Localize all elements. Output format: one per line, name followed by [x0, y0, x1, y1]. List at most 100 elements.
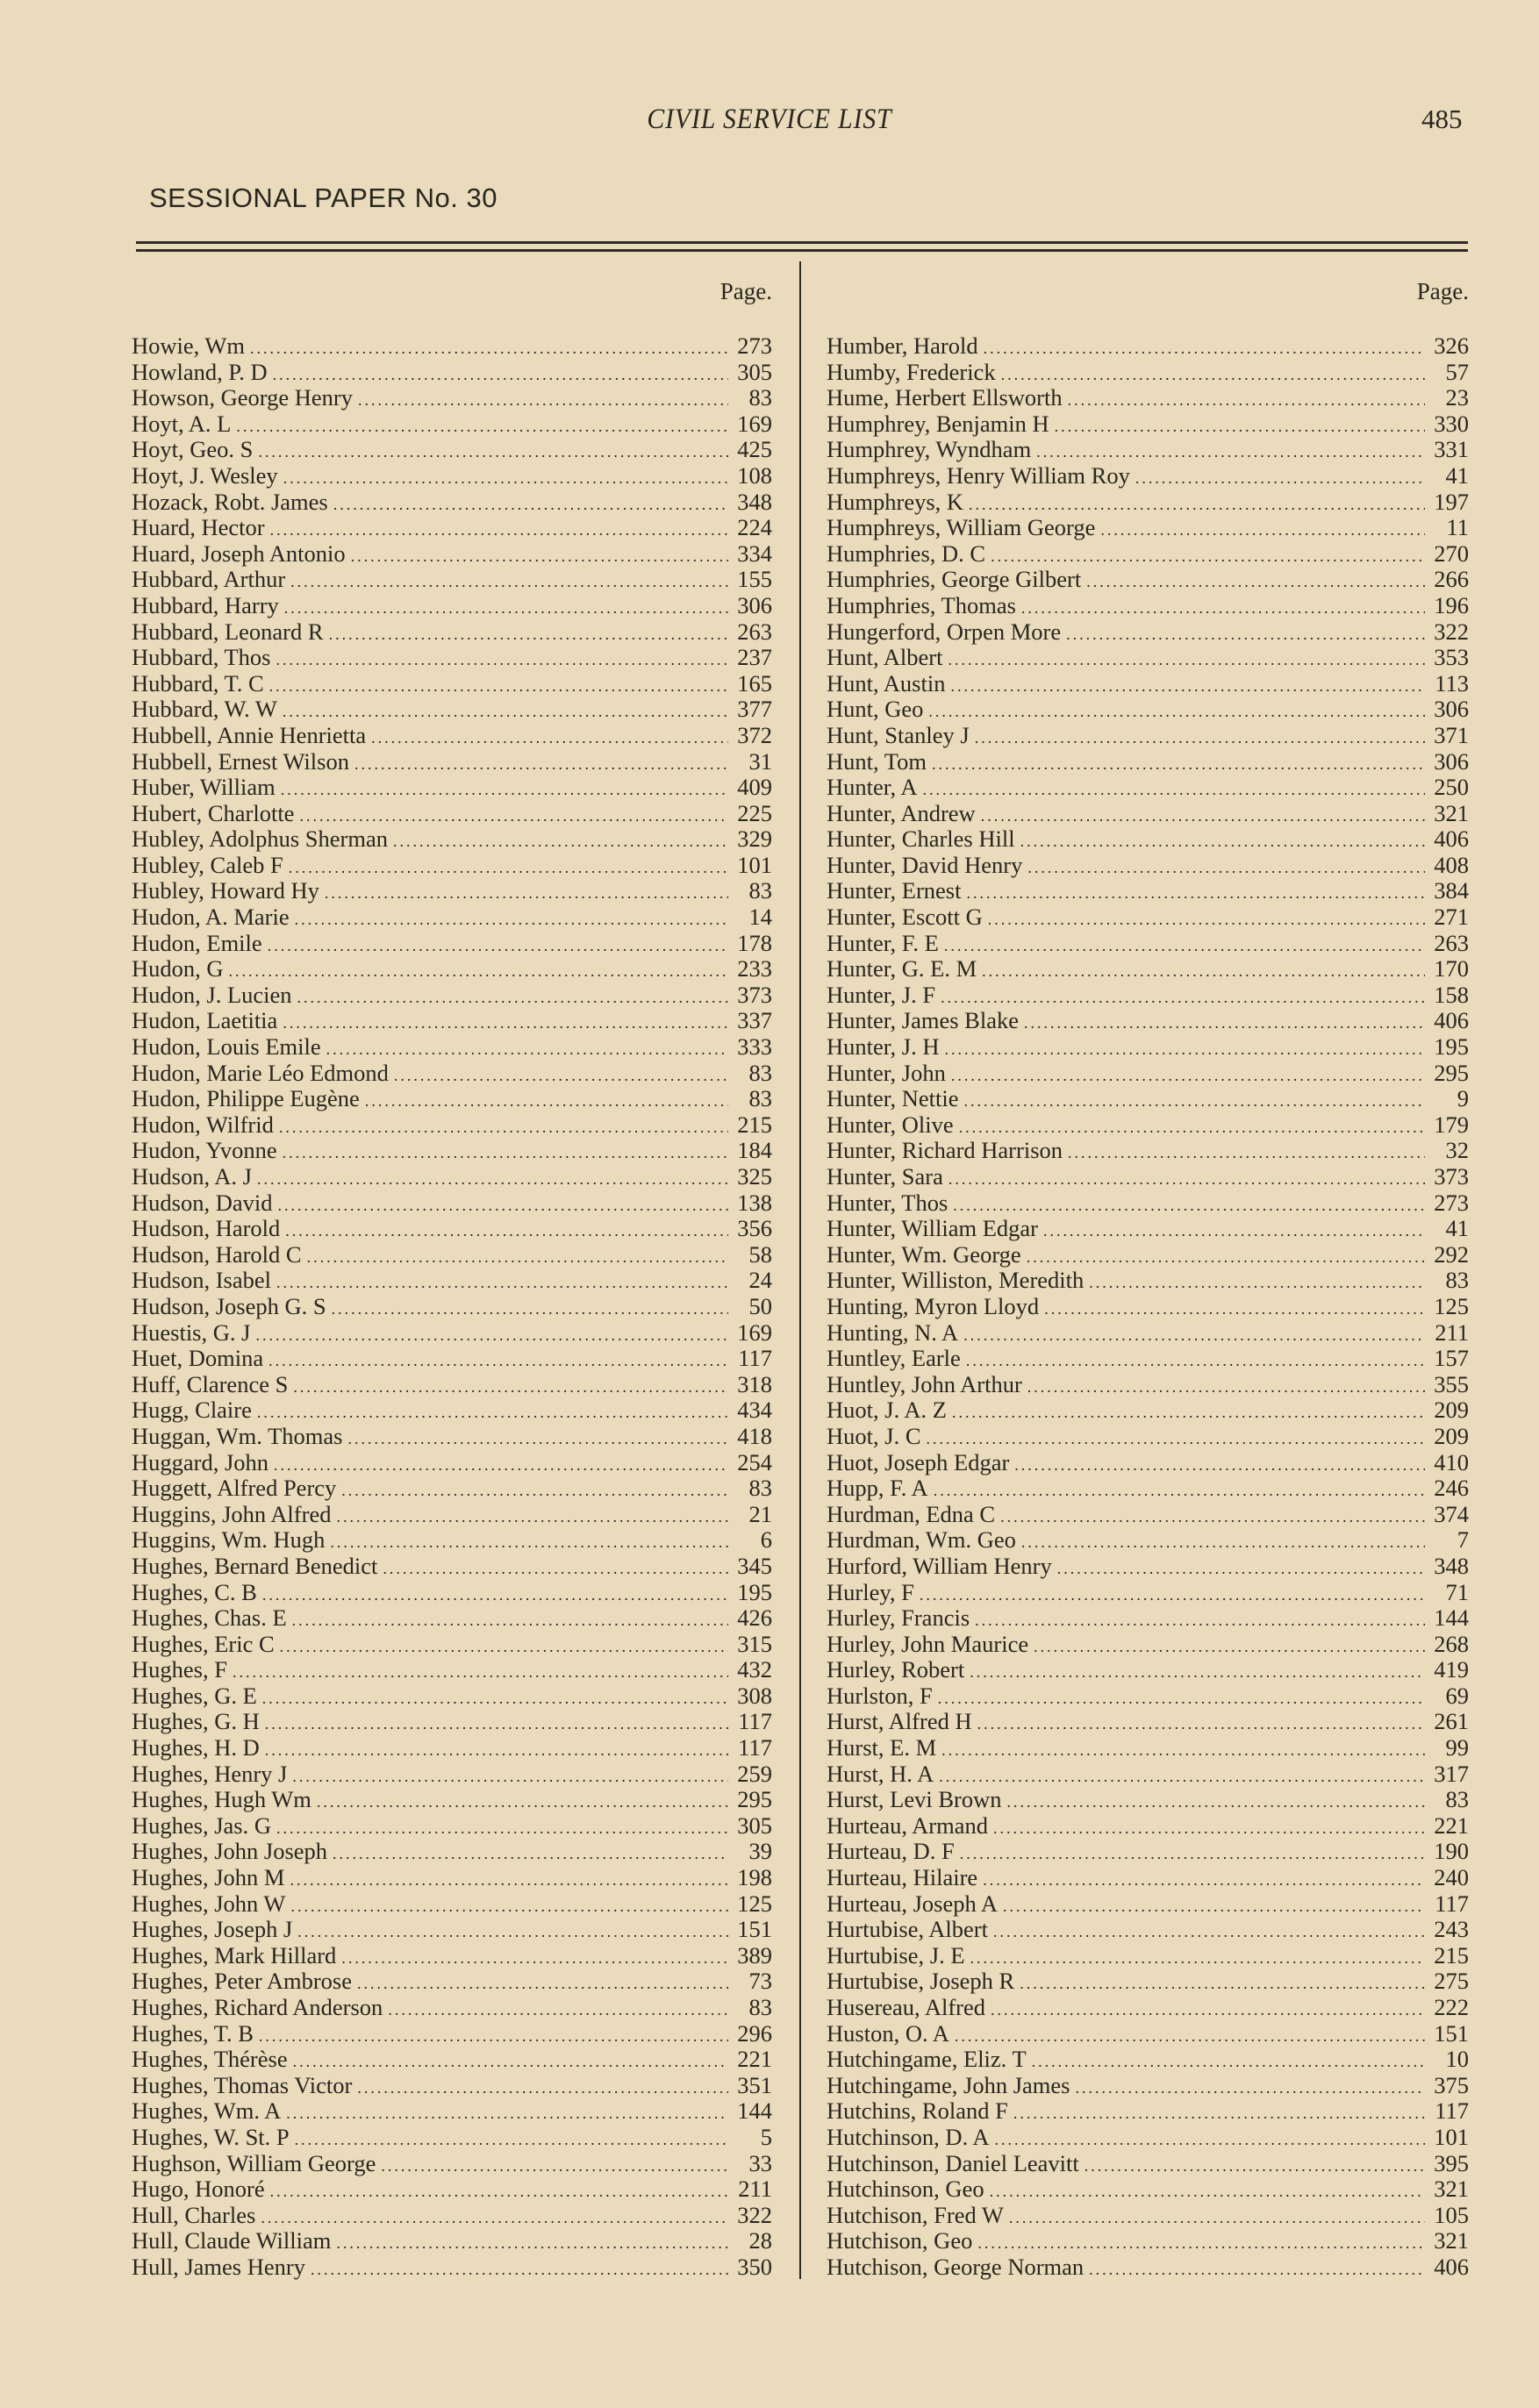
entry-name: Hubbard, Harry [132, 591, 279, 618]
entry-page: 11 [1446, 514, 1469, 541]
entry-page: 377 [737, 696, 772, 723]
leader-dots [1034, 1632, 1425, 1661]
entry-name: Hughes, Richard Anderson [132, 1994, 383, 2020]
leader-dots [983, 1865, 1425, 1894]
entry-name: Hughes, John W [132, 1890, 286, 1917]
index-entry: Howson, George Henry 83 [132, 385, 772, 411]
leader-dots [1089, 1268, 1425, 1297]
entry-name: Hubbell, Ernest Wilson [132, 747, 349, 775]
index-entry: Hunter, J. F 158 [827, 982, 1469, 1009]
entry-name: Humphries, George Gilbert [827, 566, 1082, 593]
entry-page: 321 [1434, 799, 1469, 826]
entry-name: Hurteau, Hilaire [827, 1864, 978, 1891]
entry-name: Hunter, Andrew [827, 799, 976, 826]
entry-page: 306 [1434, 747, 1469, 775]
index-entry: Hudon, G 233 [132, 956, 772, 982]
index-entry: Hunter, J. H 195 [827, 1033, 1469, 1063]
index-entry: Hunter, Williston, Meredith 83 [827, 1268, 1469, 1294]
entry-page: 275 [1434, 1968, 1469, 1995]
leader-dots [265, 1709, 728, 1738]
entry-name: Hugg, Claire [132, 1397, 252, 1424]
entry-name: Humber, Harold [827, 332, 978, 359]
index-entry: Hughes, Chas. E 426 [132, 1604, 772, 1632]
leader-dots [357, 2073, 728, 2102]
entry-page: 373 [1434, 1163, 1469, 1190]
leader-dots [269, 671, 728, 700]
entry-page: 33 [748, 2149, 773, 2176]
entry-page: 83 [748, 877, 773, 904]
entry-name: Hunter, David Henry [827, 851, 1023, 878]
leader-dots [1021, 593, 1425, 622]
entry-page: 418 [737, 1422, 772, 1449]
entry-name: Hungerford, Orpen More [827, 618, 1062, 645]
index-entry: Hughes, Mark Hillard 389 [132, 1941, 772, 1969]
index-entry: Huston, O. A 151 [827, 2019, 1469, 2047]
index-entry: Huggins, John Alfred 21 [132, 1500, 772, 1531]
entry-name: Hughes, Mark Hillard [132, 1941, 337, 1969]
entry-page: 179 [1434, 1111, 1469, 1138]
entry-name: Hunter, Olive [827, 1111, 954, 1138]
index-entry: Hughes, T. B 296 [132, 2020, 772, 2047]
entry-name: Hugo, Honoré [132, 2176, 265, 2203]
leader-dots [1000, 1502, 1425, 1531]
entry-name: Huggins, John Alfred [132, 1500, 332, 1527]
leader-dots [265, 1735, 728, 1764]
leader-dots [960, 1839, 1425, 1868]
entry-name: Huntley, Earle [827, 1345, 961, 1372]
entry-page: 406 [1434, 1007, 1469, 1034]
index-entry: Hughes, Eric C 315 [132, 1631, 772, 1658]
entry-page: 322 [1434, 618, 1469, 645]
entry-name: Hudon, Wilfrid [132, 1111, 274, 1138]
entry-page: 211 [1435, 1318, 1469, 1346]
entry-page: 151 [1434, 2019, 1469, 2047]
entry-name: Humphreys, William George [827, 514, 1096, 541]
entry-page: 389 [737, 1941, 772, 1969]
entry-name: Hurley, Robert [827, 1656, 965, 1683]
index-entry: Hunt, Albert 353 [827, 645, 1469, 671]
entry-name: Hudon, Louis Emile [132, 1033, 321, 1061]
entry-name: Hurst, H. A [827, 1760, 934, 1787]
leader-dots [1020, 1969, 1425, 1997]
leader-dots [1100, 515, 1425, 544]
entry-page: 209 [1434, 1397, 1469, 1424]
entry-page: 408 [1434, 851, 1469, 878]
leader-dots [336, 1502, 728, 1531]
leader-dots [326, 1034, 728, 1063]
leader-dots [1084, 2151, 1425, 2180]
index-entry: Hudson, Joseph G. S 50 [132, 1293, 772, 1320]
index-entry: Huntley, John Arthur 355 [827, 1370, 1469, 1401]
entry-name: Hutchinson, Daniel Leavitt [827, 2149, 1079, 2176]
leader-dots [276, 1813, 728, 1842]
entry-page: 355 [1434, 1370, 1469, 1397]
entry-page: 99 [1445, 1734, 1470, 1761]
entry-name: Huggins, Wm. Hugh [132, 1526, 326, 1554]
index-entry: Hudon, Emile 178 [132, 930, 772, 957]
entry-name: Hudson, Harold C [132, 1240, 302, 1268]
leader-dots [295, 2125, 728, 2154]
index-entry: Hurtubise, Joseph R 275 [827, 1969, 1469, 1995]
entry-name: Hurley, John Maurice [827, 1630, 1029, 1657]
entry-name: Hubert, Charlotte [132, 799, 295, 826]
leader-dots [351, 541, 728, 570]
entry-page: 69 [1445, 1682, 1470, 1709]
entry-page: 263 [1434, 929, 1469, 956]
entry-name: Hurst, Levi Brown [827, 1786, 1002, 1813]
entry-name: Hutchinson, D. A [827, 2123, 990, 2150]
leader-dots [944, 1034, 1425, 1063]
entry-name: Hubbard, T. C [132, 669, 264, 697]
leader-dots [995, 2125, 1426, 2154]
entry-page: 246 [1434, 1475, 1469, 1502]
entry-name: Hubbard, Arthur [132, 566, 286, 593]
entry-page: 374 [1434, 1500, 1469, 1527]
index-entry: Humphrey, Benjamin H 330 [827, 411, 1469, 438]
leader-dots [262, 1580, 728, 1609]
index-entry: Huff, Clarence S 318 [132, 1371, 772, 1398]
leader-dots [1043, 1216, 1425, 1245]
running-title: CIVIL SERVICE LIST [647, 104, 892, 135]
leader-dots [1027, 1372, 1425, 1401]
entry-page: 306 [737, 591, 772, 618]
index-entry: Hunter, F. E 263 [827, 929, 1469, 960]
leader-dots [293, 2047, 728, 2076]
index-entry: Huard, Joseph Antonio 334 [132, 540, 772, 570]
leader-dots [944, 931, 1425, 960]
